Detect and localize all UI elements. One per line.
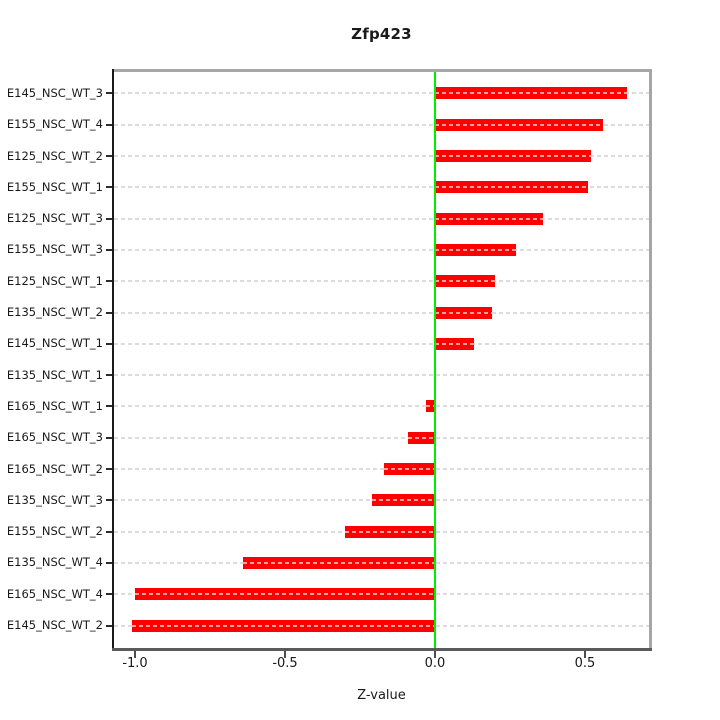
bar-inner-dash (135, 593, 435, 596)
bar-inner-dash (435, 311, 492, 314)
y-tick (106, 342, 113, 345)
y-axis-label: E125_NSC_WT_2 (6, 148, 103, 163)
bar-inner-dash (435, 123, 603, 126)
y-tick (106, 248, 113, 251)
y-tick (106, 530, 113, 533)
bar-inner-dash (435, 217, 543, 220)
bar-inner-dash (243, 561, 435, 564)
y-axis-label: E135_NSC_WT_4 (6, 555, 103, 570)
y-tick (106, 92, 113, 95)
y-axis-label: E145_NSC_WT_3 (6, 85, 103, 100)
bar-inner-dash (435, 155, 591, 157)
bar-inner-dash (345, 530, 435, 533)
x-tick (434, 651, 436, 658)
bar (435, 212, 543, 225)
gridline (114, 92, 649, 95)
plot-border-left (112, 69, 114, 651)
y-axis-label: E135_NSC_WT_2 (6, 305, 103, 320)
gridline (114, 374, 649, 377)
bar-inner-dash (435, 92, 627, 95)
zero-line (434, 71, 436, 648)
gridline (114, 123, 649, 126)
y-tick (106, 217, 113, 220)
y-tick (106, 468, 113, 471)
x-tick (584, 651, 586, 658)
bar-inner-dash (435, 248, 516, 251)
x-tick (134, 651, 136, 658)
bar (384, 463, 435, 476)
y-axis-label: E145_NSC_WT_2 (6, 618, 103, 633)
x-tick (284, 651, 286, 658)
bar-inner-dash (435, 342, 474, 345)
bar-inner-dash (132, 624, 435, 627)
bar (372, 494, 435, 507)
bar (426, 400, 435, 413)
y-tick (106, 280, 113, 283)
y-axis-label: E155_NSC_WT_4 (6, 117, 103, 132)
gridline (114, 186, 649, 189)
x-axis-title: Z-value (357, 688, 406, 703)
plot-border-bottom (112, 648, 652, 651)
y-tick (106, 186, 113, 189)
gridline (114, 468, 649, 471)
bar (345, 525, 435, 538)
y-axis-label: E155_NSC_WT_2 (6, 524, 103, 539)
bar (435, 306, 492, 319)
bar (135, 588, 435, 601)
y-axis-label: E145_NSC_WT_1 (6, 336, 103, 351)
y-tick (106, 499, 113, 502)
y-tick (106, 561, 113, 564)
y-tick (106, 624, 113, 627)
gridline (114, 405, 649, 408)
y-tick (106, 123, 113, 126)
gridline (114, 248, 649, 251)
plot-border-top (112, 69, 652, 72)
gridline (114, 311, 649, 314)
bar-inner-dash (435, 186, 588, 189)
bar (435, 150, 591, 162)
gridline (114, 436, 649, 439)
bar-inner-dash (372, 499, 435, 502)
bar (435, 243, 516, 256)
y-tick (106, 155, 113, 157)
bar (435, 87, 627, 100)
gridline (114, 217, 649, 220)
y-tick (106, 311, 113, 314)
plot-border-right (649, 69, 652, 651)
bar (435, 337, 474, 350)
bar (435, 118, 603, 131)
gridline (114, 155, 649, 157)
bar (132, 619, 435, 632)
bar (408, 431, 435, 444)
x-axis-tick-label: -1.0 (122, 656, 148, 671)
x-axis-tick-label: -0.5 (272, 656, 298, 671)
bar (435, 181, 588, 194)
y-axis-label: E165_NSC_WT_3 (6, 430, 103, 445)
y-axis-label: E135_NSC_WT_3 (6, 492, 103, 507)
chart-title: Zfp423 (351, 25, 412, 43)
y-axis-label: E155_NSC_WT_3 (6, 242, 103, 257)
y-axis-label: E165_NSC_WT_1 (6, 398, 103, 413)
gridline (114, 280, 649, 283)
y-axis-label: E125_NSC_WT_3 (6, 211, 103, 226)
bar (243, 556, 435, 569)
y-axis-label: E165_NSC_WT_4 (6, 586, 103, 601)
x-axis-tick-label: 0.5 (574, 656, 596, 671)
x-axis-tick-label: 0.0 (424, 656, 446, 671)
bar (435, 275, 495, 288)
y-tick (106, 436, 113, 439)
gridline (114, 342, 649, 345)
y-axis-label: E165_NSC_WT_2 (6, 461, 103, 476)
y-axis-label: E125_NSC_WT_1 (6, 273, 103, 288)
y-tick (106, 593, 113, 596)
y-axis-label: E135_NSC_WT_1 (6, 367, 103, 382)
bar-inner-dash (435, 280, 495, 283)
bar-inner-dash (408, 436, 435, 439)
bar-inner-dash (426, 405, 435, 408)
y-tick (106, 405, 113, 408)
y-tick (106, 374, 113, 377)
bar-inner-dash (384, 468, 435, 471)
y-axis-label: E155_NSC_WT_1 (6, 179, 103, 194)
